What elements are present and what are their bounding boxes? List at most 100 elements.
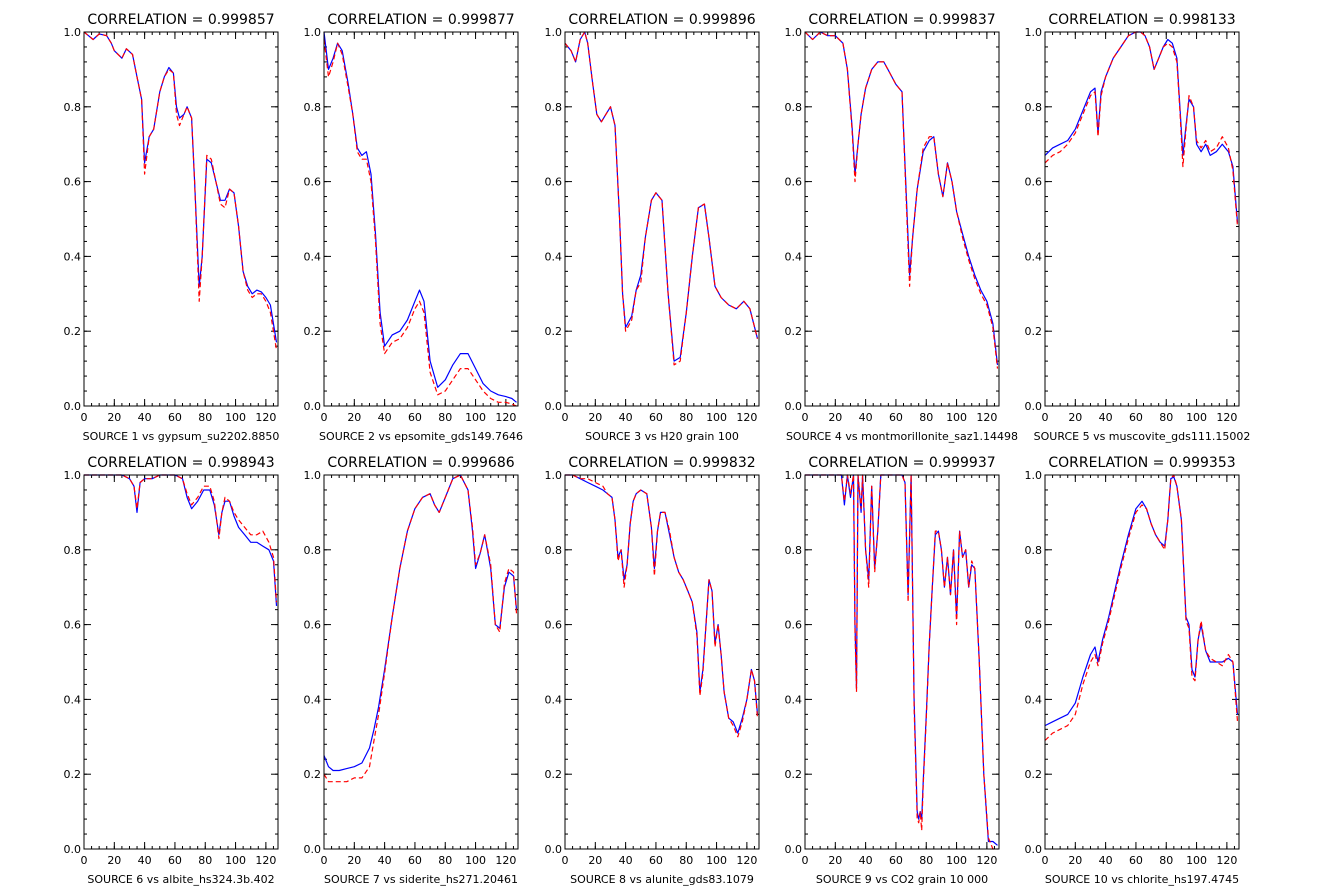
plot-frame (83, 474, 279, 850)
x-tick-label: 20 (828, 854, 842, 867)
source-spectrum-line (804, 31, 999, 365)
x-tick-label: 60 (168, 411, 182, 424)
y-tick-label: 0.8 (1025, 544, 1043, 557)
y-tick-label: 1.0 (304, 26, 322, 39)
x-tick-label: 120 (736, 411, 757, 424)
x-tick-label: 40 (859, 411, 873, 424)
x-tick-label: 80 (679, 411, 693, 424)
x-tick-label: 80 (438, 854, 452, 867)
x-tick-label: 20 (347, 411, 361, 424)
y-tick-label: 0.6 (785, 176, 803, 189)
chart-panel-10: CORRELATION = 0.999353 0 20 40 60 80 100 120 0.0… (1025, 455, 1240, 886)
chart-panel-6: CORRELATION = 0.998943 0 20 40 60 80 100 120 0.0… (64, 455, 279, 886)
y-tick-label: 0.2 (64, 325, 82, 338)
y-tick-label: 0.4 (1025, 693, 1043, 706)
chart-title: CORRELATION = 0.999877 (327, 12, 514, 28)
y-tick-label: 0.0 (304, 843, 322, 856)
x-tick-label: 40 (619, 854, 633, 867)
x-tick-label: 100 (946, 854, 967, 867)
source-spectrum-line (323, 31, 517, 403)
reference-spectrum-line (84, 474, 278, 603)
y-tick-label: 1.0 (785, 469, 803, 482)
chart-panel-8: CORRELATION = 0.999832 0 20 40 60 80 100 120 0.0… (545, 455, 760, 886)
reference-spectrum-line (564, 31, 759, 366)
y-tick-label: 0.6 (1025, 619, 1043, 632)
x-tick-label: 120 (495, 854, 516, 867)
x-tick-label: 0 (81, 411, 88, 424)
y-tick-label: 1.0 (545, 469, 563, 482)
y-tick-label: 0.2 (785, 768, 803, 781)
y-tick-label: 1.0 (785, 26, 803, 39)
y-tick-label: 0.6 (304, 176, 322, 189)
y-tick-label: 0.6 (64, 619, 82, 632)
plot-frame (1044, 474, 1240, 850)
y-tick-label: 0.8 (64, 101, 82, 114)
chart-panel-1: CORRELATION = 0.999857 0 20 40 60 80 100 120 0.0… (64, 12, 280, 443)
y-tick-label: 1.0 (1025, 26, 1043, 39)
x-tick-label: 100 (946, 411, 967, 424)
x-tick-label: 20 (1068, 854, 1082, 867)
x-axis-label: SOURCE 7 vs siderite_hs271.20461 (324, 873, 518, 886)
reference-spectrum-line (323, 474, 518, 783)
x-tick-label: 80 (919, 854, 933, 867)
chart-title: CORRELATION = 0.999857 (87, 12, 274, 28)
x-tick-label: 80 (1159, 411, 1173, 424)
y-tick-label: 0.6 (64, 176, 82, 189)
y-tick-label: 0.0 (545, 400, 563, 413)
y-tick-label: 0.4 (785, 693, 803, 706)
y-tick-label: 0.2 (785, 325, 803, 338)
x-tick-label: 20 (588, 411, 602, 424)
y-tick-label: 0.0 (1025, 400, 1043, 413)
x-tick-label: 80 (198, 411, 212, 424)
reference-spectrum-line (565, 474, 759, 738)
y-tick-label: 0.4 (64, 250, 82, 263)
x-tick-label: 0 (1042, 411, 1049, 424)
chart-panel-5: CORRELATION = 0.998133 0 20 40 60 80 100 120 0.0… (1025, 12, 1251, 443)
x-tick-label: 60 (889, 411, 903, 424)
x-tick-label: 120 (255, 854, 276, 867)
x-axis-label: SOURCE 9 vs CO2 grain 10 000 (816, 873, 988, 886)
x-tick-label: 0 (81, 854, 88, 867)
x-axis-label: SOURCE 8 vs alunite_gds83.1079 (570, 873, 754, 886)
source-spectrum-line (1044, 31, 1239, 223)
plot-frame (804, 31, 1000, 407)
source-spectrum-line (1044, 476, 1239, 727)
reference-spectrum-line (1044, 474, 1239, 741)
x-tick-label: 100 (706, 411, 727, 424)
source-spectrum-line (83, 31, 278, 343)
y-tick-label: 0.8 (304, 101, 322, 114)
source-spectrum-line (565, 474, 759, 734)
y-tick-label: 0.0 (64, 843, 82, 856)
x-tick-label: 120 (736, 854, 757, 867)
x-axis-label: SOURCE 1 vs gypsum_su2202.8850 (83, 430, 280, 443)
x-axis-label: SOURCE 2 vs epsomite_gds149.7646 (319, 430, 523, 443)
plot-frame (83, 31, 279, 407)
y-tick-label: 0.6 (545, 619, 563, 632)
y-tick-label: 0.2 (304, 325, 322, 338)
chart-title: CORRELATION = 0.999686 (327, 455, 514, 471)
y-tick-label: 0.8 (785, 101, 803, 114)
y-tick-label: 1.0 (64, 469, 82, 482)
x-tick-label: 80 (679, 854, 693, 867)
source-spectrum-line (323, 474, 518, 772)
x-tick-label: 0 (802, 411, 809, 424)
x-tick-label: 20 (828, 411, 842, 424)
x-tick-label: 60 (168, 854, 182, 867)
y-tick-label: 0.4 (304, 693, 322, 706)
x-tick-label: 60 (408, 854, 422, 867)
plot-frame (564, 31, 760, 407)
x-tick-label: 60 (1129, 854, 1143, 867)
y-tick-label: 0.8 (1025, 101, 1043, 114)
y-tick-label: 0.4 (64, 693, 82, 706)
chart-title: CORRELATION = 0.999832 (568, 455, 755, 471)
y-tick-label: 0.2 (64, 768, 82, 781)
y-tick-label: 0.6 (304, 619, 322, 632)
y-tick-label: 1.0 (545, 26, 563, 39)
x-tick-label: 40 (619, 411, 633, 424)
y-tick-label: 0.4 (545, 250, 563, 263)
y-tick-label: 0.6 (1025, 176, 1043, 189)
x-tick-label: 100 (1186, 854, 1207, 867)
y-tick-label: 0.0 (545, 843, 563, 856)
x-tick-label: 120 (976, 411, 997, 424)
x-tick-label: 80 (1159, 854, 1173, 867)
